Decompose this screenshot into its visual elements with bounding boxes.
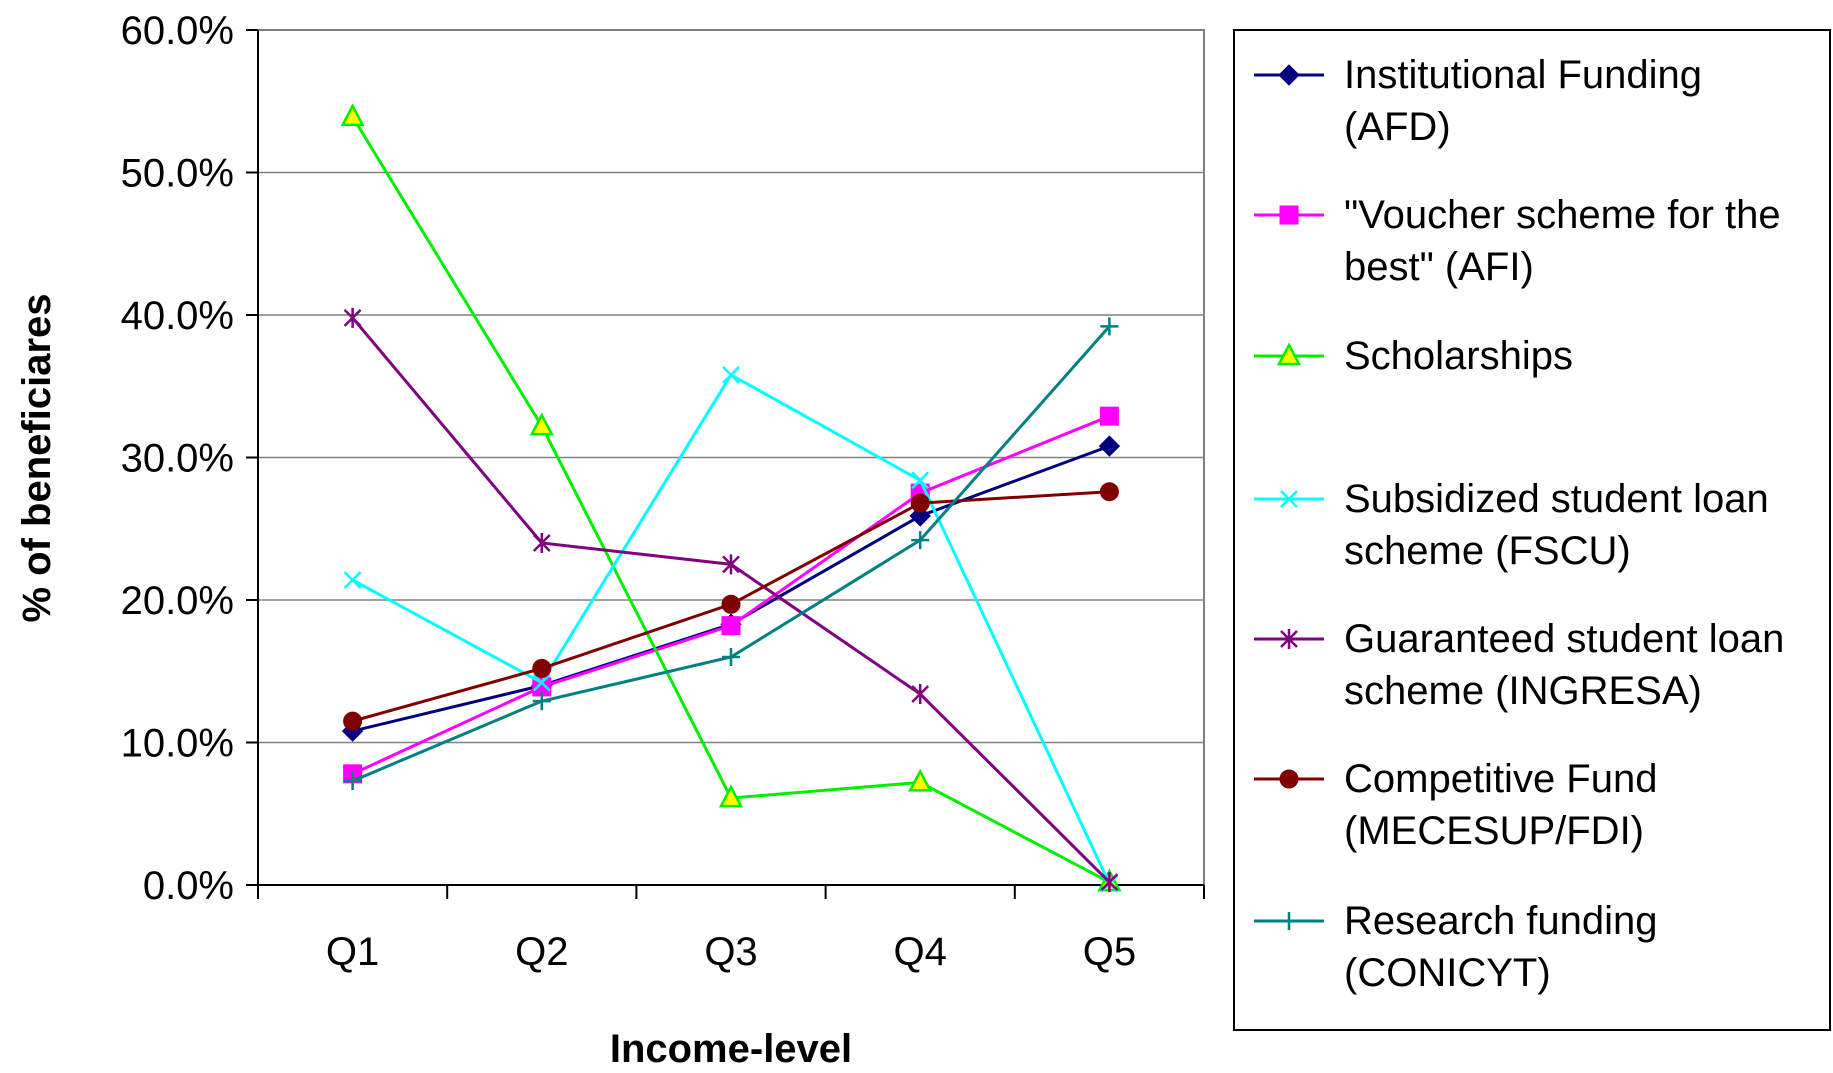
legend-label: best" (AFI)	[1344, 245, 1534, 289]
series-6	[343, 317, 1119, 790]
data-point	[910, 493, 930, 513]
x-tick-label: Q2	[515, 930, 568, 974]
data-point	[1099, 406, 1119, 426]
legend-label: scheme (FSCU)	[1344, 529, 1631, 573]
data-point	[911, 684, 930, 705]
y-tick-label: 40.0%	[121, 294, 234, 338]
y-tick-label: 10.0%	[121, 722, 234, 766]
data-point	[343, 307, 362, 328]
legend-marker	[1278, 64, 1300, 86]
legend-label: Guaranteed student loan	[1344, 617, 1784, 661]
data-point	[911, 531, 930, 550]
legend-marker	[1280, 490, 1298, 508]
legend: Institutional Funding (AFD) "Voucher schem…	[1254, 53, 1784, 995]
legend-marker	[1279, 205, 1299, 225]
gridlines	[258, 171, 1204, 744]
legend-label: Competitive Fund	[1344, 757, 1657, 801]
data-point	[721, 616, 741, 636]
legend-label: (CONICYT)	[1344, 951, 1551, 995]
data-point	[1100, 317, 1119, 336]
legend-label: Research funding	[1344, 899, 1658, 943]
legend-label: "Voucher scheme for the	[1344, 193, 1781, 237]
legend-label: Institutional Funding	[1344, 53, 1702, 97]
legend-entry-4: Guaranteed student loan scheme (INGRESA)	[1254, 617, 1784, 713]
data-point	[718, 784, 744, 808]
data-point	[532, 692, 551, 711]
y-tick-label: 20.0%	[121, 579, 234, 623]
data-point	[529, 412, 554, 436]
data-point	[908, 768, 933, 792]
data-point	[911, 471, 930, 490]
data-point	[532, 658, 552, 678]
x-tick-label: Q4	[894, 930, 947, 974]
y-tick-label: 60.0%	[121, 9, 234, 53]
data-point	[722, 365, 740, 384]
data-point	[532, 673, 551, 692]
legend-entry-3: Subsidized student loan scheme (FSCU)	[1254, 477, 1769, 573]
data-point	[340, 103, 365, 127]
legend-label: Subsidized student loan	[1344, 477, 1769, 521]
legend-marker	[1280, 629, 1298, 649]
data-point	[343, 711, 363, 731]
y-axis-title: % of beneficiares	[15, 293, 59, 622]
series-4	[343, 307, 1119, 893]
legend-label: Scholarships	[1344, 334, 1573, 378]
data-point	[1100, 872, 1119, 893]
data-point	[722, 648, 740, 666]
data-point	[343, 771, 362, 790]
x-tick-label: Q5	[1083, 930, 1136, 974]
series-lines	[340, 103, 1122, 893]
axes: 0.0% 10.0% 20.0% 30.0% 40.0% 50.0% 60.0% Q1 Q2 Q3…	[121, 9, 1205, 974]
data-point	[532, 533, 551, 553]
legend-box	[1233, 29, 1831, 1031]
legend-entry-0: Institutional Funding (AFD)	[1254, 53, 1702, 149]
legend-entry-5: Competitive Fund (MECESUP/FDI)	[1254, 757, 1657, 853]
legend-label: (MECESUP/FDI)	[1344, 809, 1644, 853]
data-point	[343, 571, 362, 589]
legend-marker	[1280, 912, 1298, 930]
series-line	[352, 325, 1111, 783]
x-axis-title: Income-level	[610, 1027, 852, 1071]
legend-entry-2: Scholarships	[1254, 334, 1573, 378]
legend-entry-6: Research funding (CONICYT)	[1254, 899, 1658, 995]
legend-label: (AFD)	[1344, 105, 1451, 149]
series-0	[341, 435, 1121, 742]
legend-entry-1: "Voucher scheme for the best" (AFI)	[1254, 193, 1781, 289]
data-point	[1098, 435, 1121, 457]
legend-label: scheme (INGRESA)	[1344, 669, 1702, 713]
y-tick-label: 0.0%	[143, 864, 234, 908]
y-tick-label: 30.0%	[121, 437, 234, 481]
data-point	[1099, 482, 1119, 502]
x-tick-label: Q3	[704, 930, 757, 974]
legend-marker	[1276, 342, 1302, 366]
x-tick-label: Q1	[326, 930, 379, 974]
legend-marker	[1279, 769, 1299, 789]
data-point	[721, 594, 741, 614]
data-point	[722, 554, 740, 575]
y-tick-label: 50.0%	[121, 152, 234, 196]
series-5	[343, 482, 1119, 731]
